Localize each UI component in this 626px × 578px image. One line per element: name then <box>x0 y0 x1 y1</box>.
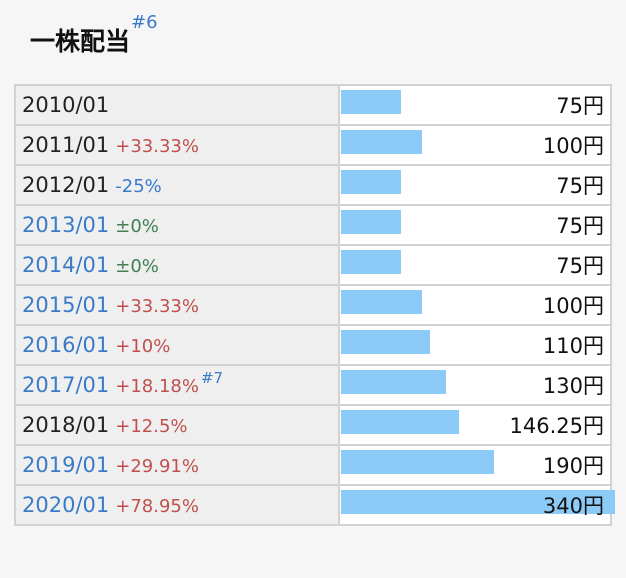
bar-cell: 75円 <box>338 244 612 286</box>
bar-cell: 75円 <box>338 204 612 246</box>
dividend-row: 2020/01 +78.95% 340円 <box>13 484 616 526</box>
bar-cell: 190円 <box>338 444 612 486</box>
dividend-bar <box>341 490 616 514</box>
dividend-row: 2018/01 +12.5% 146.25円 <box>13 404 612 446</box>
dividend-value: 146.25円 <box>509 414 604 438</box>
dividend-row: 2013/01 ±0% 75円 <box>13 204 612 246</box>
year-link[interactable]: 2014/01 <box>22 253 110 277</box>
dividend-bar <box>341 170 402 194</box>
dividend-value: 100円 <box>542 294 604 318</box>
dividend-row: 2014/01 ±0% 75円 <box>13 244 612 286</box>
dividend-row: 2010/01 75円 <box>13 84 612 126</box>
dividend-row: 2019/01 +29.91% 190円 <box>13 444 612 486</box>
change-label: +12.5% <box>115 416 188 437</box>
year-label: 2010/01 <box>22 93 110 117</box>
dividend-value: 75円 <box>556 254 604 278</box>
bar-cell: 100円 <box>338 284 612 326</box>
footnote-link[interactable]: #7 <box>200 369 224 387</box>
change-label: -25% <box>115 176 162 197</box>
year-link[interactable]: 2015/01 <box>22 293 110 317</box>
dividend-bar <box>341 290 423 314</box>
year-cell: 2011/01 +33.33% <box>13 124 341 166</box>
year-link[interactable]: 2013/01 <box>22 213 110 237</box>
bar-cell: 75円 <box>338 84 612 126</box>
year-cell: 2016/01 +10% <box>13 324 341 366</box>
dividend-bar <box>341 370 447 394</box>
change-label: +78.95% <box>115 496 199 517</box>
year-label: 2011/01 <box>22 133 110 157</box>
dividend-bar <box>341 90 402 114</box>
dividend-bar <box>341 450 495 474</box>
dividend-table: 2010/01 75円 2011/01 +33.33% 100円 2012/01 -25% 7… <box>13 84 616 526</box>
dividend-value: 110円 <box>542 334 604 358</box>
bar-cell: 340円 <box>338 484 616 526</box>
year-link[interactable]: 2016/01 <box>22 333 110 357</box>
year-cell: 2020/01 +78.95% <box>13 484 341 526</box>
heading-footnote-link[interactable]: #6 <box>131 12 158 33</box>
dividend-value: 75円 <box>556 214 604 238</box>
year-cell: 2019/01 +29.91% <box>13 444 341 486</box>
change-label: +10% <box>115 336 171 357</box>
dividend-rows: 2010/01 75円 2011/01 +33.33% 100円 2012/01 -25% 7… <box>13 84 616 526</box>
bar-cell: 75円 <box>338 164 612 206</box>
bar-cell: 100円 <box>338 124 612 166</box>
dividend-row: 2012/01 -25% 75円 <box>13 164 612 206</box>
bar-cell: 110円 <box>338 324 612 366</box>
year-cell: 2010/01 <box>13 84 341 126</box>
year-cell: 2013/01 ±0% <box>13 204 341 246</box>
bar-cell: 130円 <box>338 364 612 406</box>
change-label: +33.33% <box>115 296 199 317</box>
year-cell: 2015/01 +33.33% <box>13 284 341 326</box>
year-cell: 2014/01 ±0% <box>13 244 341 286</box>
change-label: ±0% <box>115 216 159 237</box>
dividend-value: 75円 <box>556 94 604 118</box>
section-heading: 一株配当 #6 <box>30 12 158 58</box>
dividend-bar <box>341 130 423 154</box>
year-label: 2012/01 <box>22 173 110 197</box>
change-label: +33.33% <box>115 136 199 157</box>
year-label: 2018/01 <box>22 413 110 437</box>
year-cell: 2017/01 +18.18% #7 <box>13 364 341 406</box>
dividend-value: 190円 <box>542 454 604 478</box>
dividend-value: 75円 <box>556 174 604 198</box>
change-label: +18.18% <box>115 376 199 397</box>
change-label: ±0% <box>115 256 159 277</box>
year-link[interactable]: 2017/01 <box>22 373 110 397</box>
dividend-value: 100円 <box>542 134 604 158</box>
dividend-row: 2015/01 +33.33% 100円 <box>13 284 612 326</box>
dividend-bar <box>341 250 402 274</box>
year-link[interactable]: 2020/01 <box>22 493 110 517</box>
year-cell: 2012/01 -25% <box>13 164 341 206</box>
dividend-row: 2016/01 +10% 110円 <box>13 324 612 366</box>
heading-title: 一株配当 <box>30 27 131 56</box>
dividend-row: 2011/01 +33.33% 100円 <box>13 124 612 166</box>
dividend-bar <box>341 210 402 234</box>
bar-cell: 146.25円 <box>338 404 612 446</box>
year-cell: 2018/01 +12.5% <box>13 404 341 446</box>
dividend-row: 2017/01 +18.18% #7 130円 <box>13 364 612 406</box>
dividend-bar <box>341 330 431 354</box>
dividend-value: 340円 <box>542 494 604 518</box>
dividend-value: 130円 <box>542 374 604 398</box>
dividend-bar <box>341 410 460 434</box>
change-label: +29.91% <box>115 456 199 477</box>
year-link[interactable]: 2019/01 <box>22 453 110 477</box>
